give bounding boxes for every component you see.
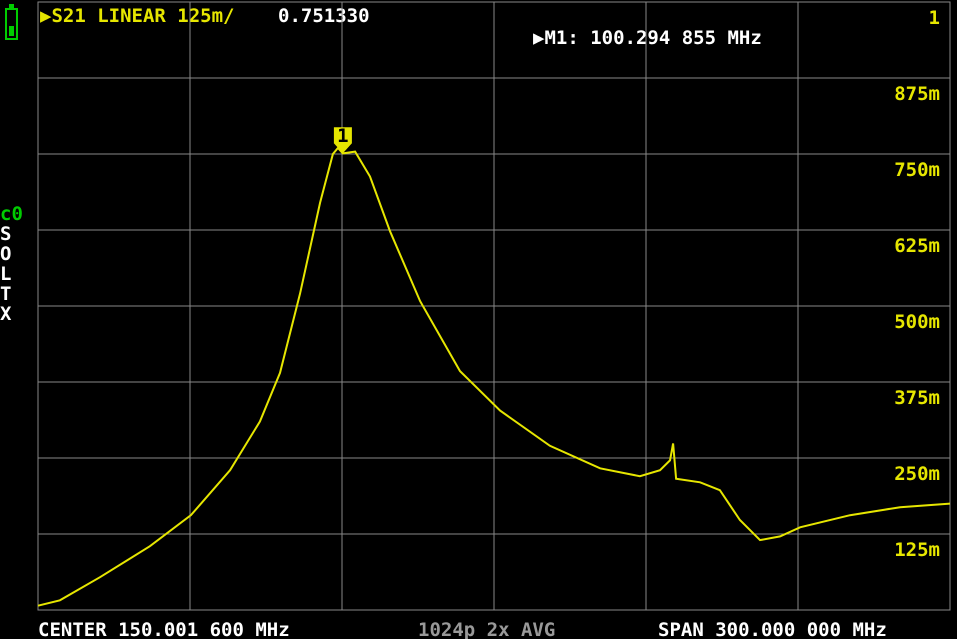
footer-span: SPAN 300.000 000 MHz bbox=[658, 619, 887, 639]
calibration-letter: O bbox=[0, 243, 11, 265]
y-tick-label: 125m bbox=[894, 539, 940, 561]
y-tick-label: 250m bbox=[894, 463, 940, 485]
calibration-letter: X bbox=[0, 303, 12, 325]
y-tick-label: 1 bbox=[929, 7, 940, 29]
marker-label: 1 bbox=[337, 125, 348, 147]
footer-center: CENTER 150.001 600 MHz bbox=[38, 619, 290, 639]
y-tick-label: 500m bbox=[894, 311, 940, 333]
y-tick-label: 875m bbox=[894, 83, 940, 105]
calibration-letter: S bbox=[0, 223, 11, 245]
calibration-letter: L bbox=[0, 263, 11, 285]
y-tick-label: 375m bbox=[894, 387, 940, 409]
channel-label: c0 bbox=[0, 203, 23, 225]
y-tick-label: 625m bbox=[894, 235, 940, 257]
battery-icon bbox=[5, 4, 18, 40]
trace-title: ▶S21 LINEAR 125m/ bbox=[40, 5, 234, 27]
marker-readout: ▶M1: 100.294 855 MHz bbox=[533, 27, 762, 49]
footer-points: 1024p 2x AVG bbox=[418, 619, 555, 639]
trace-line bbox=[37, 146, 951, 607]
y-tick-label: 750m bbox=[894, 159, 940, 181]
calibration-letter: T bbox=[0, 283, 11, 305]
trace-value: 0.751330 bbox=[278, 5, 370, 27]
marker bbox=[333, 127, 352, 154]
